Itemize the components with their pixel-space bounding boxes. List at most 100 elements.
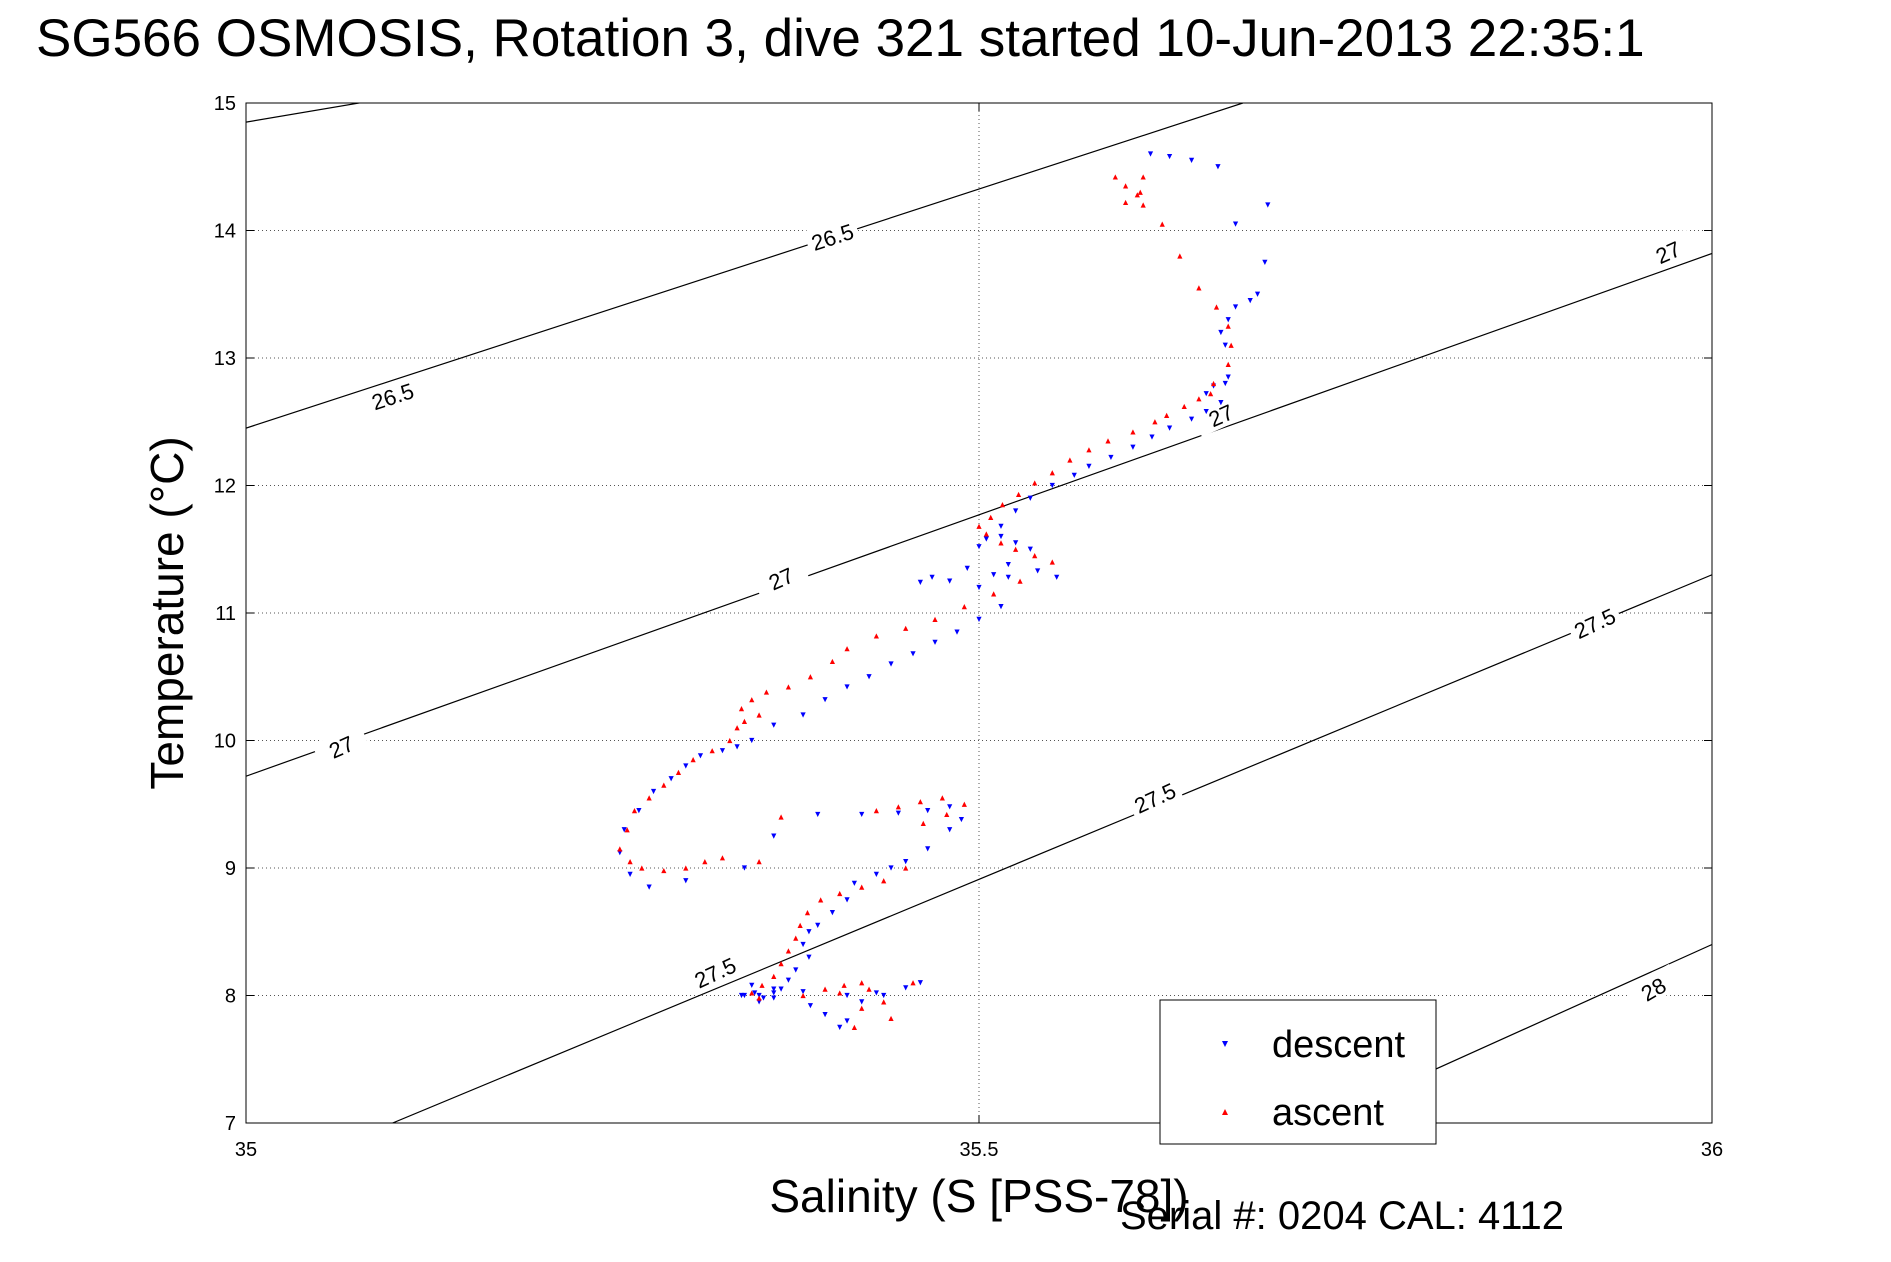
ascent-point bbox=[738, 706, 745, 712]
descent-point bbox=[1188, 157, 1195, 163]
ascent-point bbox=[807, 674, 814, 680]
descent-point bbox=[1149, 434, 1155, 440]
density-contour-line bbox=[246, 103, 363, 123]
contour-label-group: 27.5 bbox=[1565, 599, 1624, 646]
ascent-point bbox=[829, 658, 835, 665]
ascent-point bbox=[859, 1005, 865, 1011]
tick-layer: 35 35.5 36 7 8 9 10 11 12 13 14 15 bbox=[214, 93, 1723, 1161]
contour-label-group: 26.5 bbox=[803, 215, 861, 257]
descent-point bbox=[1222, 342, 1228, 348]
ascent-point bbox=[1140, 202, 1146, 208]
descent-point bbox=[903, 985, 909, 991]
legend-marker-ascent bbox=[1222, 1109, 1228, 1115]
ascent-point bbox=[873, 808, 879, 814]
ascent-point bbox=[932, 616, 938, 622]
ascent-point bbox=[1013, 546, 1019, 552]
descent-point bbox=[1035, 568, 1041, 574]
contour-label-group: 26.5 bbox=[363, 374, 422, 416]
contour-label-backdrop bbox=[1638, 228, 1697, 274]
ascent-point bbox=[939, 795, 945, 801]
descent-point bbox=[1013, 508, 1019, 514]
descent-point bbox=[683, 878, 689, 884]
ascent-point bbox=[793, 935, 799, 941]
descent-point bbox=[1027, 546, 1033, 552]
descent-point bbox=[844, 684, 850, 690]
ascent-point bbox=[903, 625, 909, 631]
ascent-point bbox=[944, 811, 950, 818]
ascent-point bbox=[873, 633, 879, 639]
ascent-point bbox=[859, 980, 865, 986]
ascent-point bbox=[822, 986, 828, 992]
ascent-point bbox=[1032, 553, 1038, 559]
ascent-point bbox=[627, 859, 633, 865]
ascent-point bbox=[749, 697, 755, 703]
series-ascent bbox=[617, 174, 1234, 1030]
ascent-point bbox=[749, 990, 755, 996]
descent-point bbox=[785, 977, 792, 983]
y-tick-label: 14 bbox=[214, 221, 236, 243]
ascent-point bbox=[881, 999, 887, 1005]
ascent-point bbox=[1196, 396, 1202, 402]
descent-point bbox=[947, 804, 953, 810]
density-contour-line bbox=[246, 252, 1712, 777]
ascent-point bbox=[756, 995, 762, 1001]
ascent-point bbox=[1015, 491, 1022, 498]
descent-point bbox=[964, 565, 970, 571]
contour-label-group: 27.5 bbox=[1125, 774, 1184, 820]
legend-label-ascent: ascent bbox=[1272, 1092, 1384, 1134]
descent-point bbox=[851, 880, 857, 886]
ascent-point bbox=[851, 1024, 857, 1030]
descent-point bbox=[807, 1003, 814, 1009]
ascent-point bbox=[778, 961, 784, 967]
descent-point bbox=[976, 616, 982, 622]
ascent-point bbox=[1032, 480, 1038, 486]
ascent-point bbox=[683, 865, 689, 871]
x-tick-label: 36 bbox=[1701, 1139, 1723, 1161]
ascent-point bbox=[797, 922, 803, 928]
descent-point bbox=[719, 748, 726, 754]
ascent-point bbox=[1105, 438, 1111, 444]
descent-point bbox=[998, 523, 1004, 529]
ascent-point bbox=[1017, 578, 1023, 584]
descent-point bbox=[741, 992, 748, 999]
ascent-point bbox=[727, 737, 733, 744]
ascent-point bbox=[631, 808, 638, 814]
descent-point bbox=[1262, 259, 1268, 265]
y-tick-label: 15 bbox=[214, 93, 236, 115]
descent-point bbox=[815, 922, 821, 928]
series-layer bbox=[617, 151, 1271, 1030]
chart-title: SG566 OSMOSIS, Rotation 3, dive 321 star… bbox=[36, 9, 1645, 68]
ascent-point bbox=[888, 1015, 894, 1022]
descent-point bbox=[976, 584, 982, 591]
descent-point bbox=[844, 1018, 850, 1024]
contour-label-backdrop bbox=[1565, 599, 1624, 646]
ascent-point bbox=[1181, 403, 1187, 410]
ascent-point bbox=[646, 795, 652, 801]
descent-point bbox=[822, 697, 828, 703]
descent-point bbox=[947, 578, 953, 584]
ascent-point bbox=[734, 725, 740, 731]
descent-point bbox=[650, 788, 657, 795]
contour-label-backdrop bbox=[685, 948, 744, 995]
descent-point bbox=[752, 990, 758, 996]
descent-point bbox=[910, 651, 916, 657]
ascent-point bbox=[709, 748, 715, 754]
legend-marker-descent bbox=[1222, 1041, 1228, 1047]
descent-point bbox=[1247, 298, 1253, 304]
ascent-point bbox=[1123, 199, 1129, 206]
descent-point bbox=[866, 674, 872, 680]
descent-point bbox=[1218, 329, 1224, 336]
ascent-point bbox=[661, 782, 667, 788]
ascent-point bbox=[690, 757, 696, 763]
contour-label: 26.5 bbox=[369, 378, 417, 415]
contour-label-backdrop bbox=[311, 723, 370, 769]
descent-point bbox=[1071, 472, 1077, 478]
descent-point bbox=[771, 986, 777, 992]
descent-point bbox=[958, 816, 965, 823]
ascent-point bbox=[702, 859, 708, 865]
descent-point bbox=[806, 954, 812, 960]
descent-point bbox=[778, 986, 784, 992]
contour-label-backdrop bbox=[1125, 774, 1184, 820]
descent-point bbox=[697, 753, 704, 759]
